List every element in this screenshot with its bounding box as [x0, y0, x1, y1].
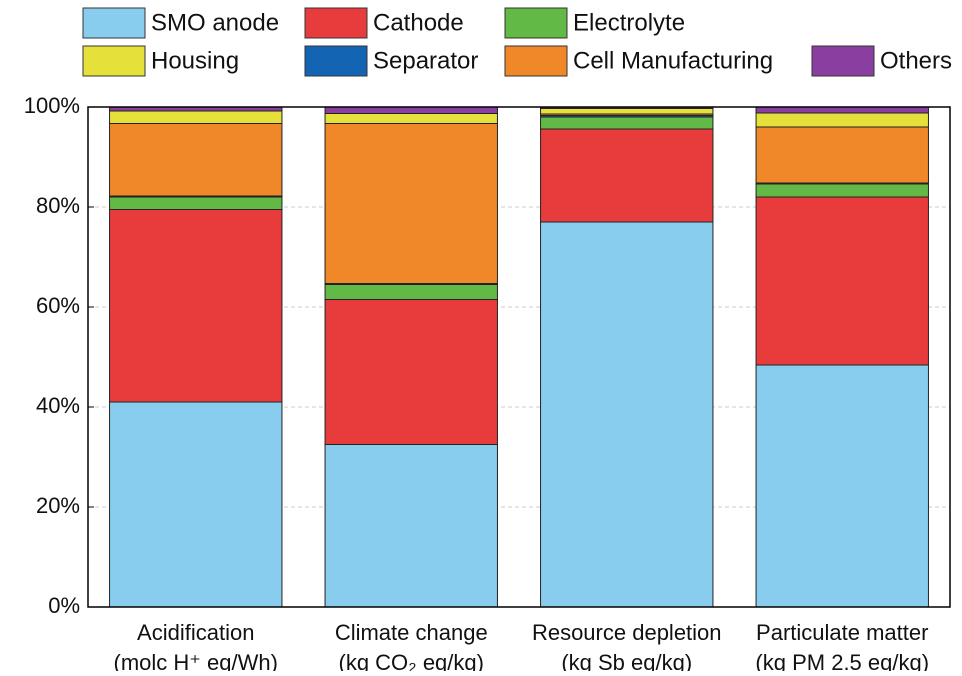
legend-swatch	[811, 45, 875, 77]
bar-segment	[755, 106, 929, 114]
bar-segment	[755, 183, 929, 198]
bar-segment	[324, 106, 498, 114]
bar-segment	[324, 299, 498, 445]
bar-segment	[755, 364, 929, 608]
bar-segment	[109, 196, 283, 210]
x-tick-label: Resource depletion	[532, 620, 722, 645]
legend-swatch	[304, 45, 368, 77]
legend-swatch	[82, 45, 146, 77]
legend-swatch	[504, 45, 568, 77]
bar-segment	[540, 116, 714, 130]
legend-label: SMO anode	[151, 9, 279, 36]
bar-segment	[109, 110, 283, 124]
bar-segment	[755, 126, 929, 184]
legend-label: Others	[880, 47, 952, 74]
x-tick-label: Climate change	[335, 620, 488, 645]
legend-label: Housing	[151, 47, 239, 74]
x-tick-label: Acidification	[137, 620, 254, 645]
bar-segment	[324, 113, 498, 124]
plot-frame	[87, 106, 951, 608]
bar-segment	[109, 209, 283, 403]
x-tick-label: (kg PM 2.5 eq/kg)	[755, 650, 929, 671]
bar-segment	[755, 112, 929, 128]
legend-label: Electrolyte	[573, 9, 685, 36]
bar-segment	[324, 444, 498, 608]
y-tick-label: 60%	[36, 293, 80, 318]
bar-segment	[109, 123, 283, 197]
legend-swatch	[504, 7, 568, 39]
y-tick-label: 100%	[24, 93, 80, 118]
bar-segment	[540, 221, 714, 608]
legend-swatch	[304, 7, 368, 39]
bar-segment	[324, 284, 498, 300]
y-tick-label: 20%	[36, 493, 80, 518]
bar-segment	[324, 123, 498, 284]
x-tick-label: Particulate matter	[756, 620, 928, 645]
x-tick-label: (molc H⁺ eq/Wh)	[114, 650, 278, 671]
bar-segment	[109, 401, 283, 608]
y-tick-label: 40%	[36, 393, 80, 418]
legend-label: Cathode	[373, 9, 464, 36]
x-tick-label: (kg CO₂ eq/kg)	[339, 650, 484, 671]
legend-label: Cell Manufacturing	[573, 47, 773, 74]
bar-segment	[755, 196, 929, 366]
y-tick-label: 0%	[48, 593, 80, 618]
bar-segment	[540, 108, 714, 115]
legend-swatch	[82, 7, 146, 39]
x-tick-label: (kg Sb eq/kg)	[561, 650, 692, 671]
bar-segment	[540, 128, 714, 223]
legend-label: Separator	[373, 47, 478, 74]
y-tick-label: 80%	[36, 193, 80, 218]
